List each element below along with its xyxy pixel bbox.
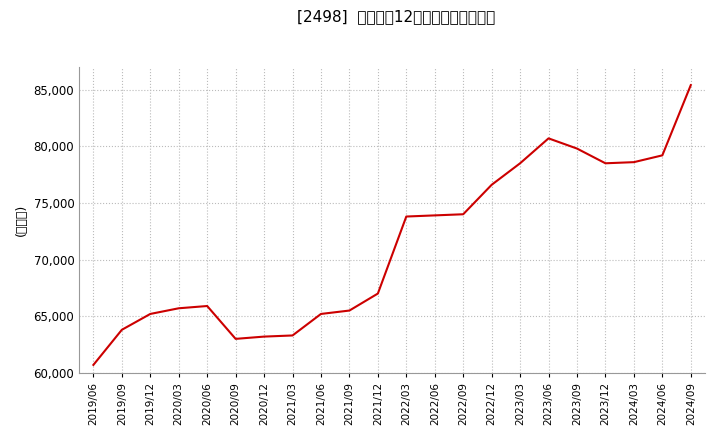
- Y-axis label: (百万円): (百万円): [15, 204, 28, 236]
- Text: [2498]  売上高の12か月移動合計の推移: [2498] 売上高の12か月移動合計の推移: [297, 9, 495, 24]
